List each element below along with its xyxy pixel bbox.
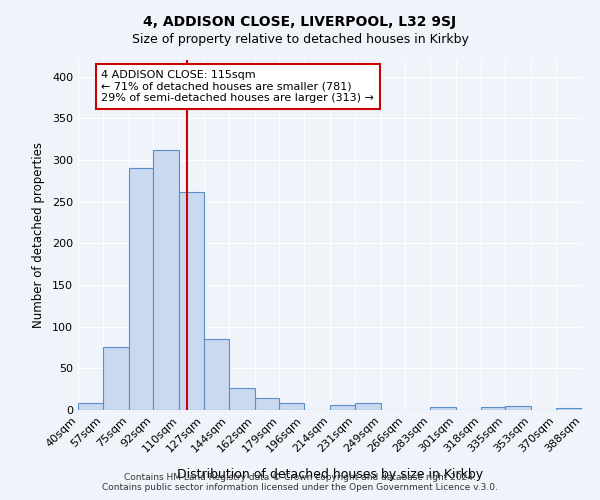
Bar <box>355 404 380 410</box>
Y-axis label: Number of detached properties: Number of detached properties <box>32 142 45 328</box>
Bar <box>128 168 154 410</box>
Text: 4 ADDISON CLOSE: 115sqm
← 71% of detached houses are smaller (781)
29% of semi-d: 4 ADDISON CLOSE: 115sqm ← 71% of detache… <box>101 70 374 103</box>
X-axis label: Distribution of detached houses by size in Kirkby: Distribution of detached houses by size … <box>177 468 483 480</box>
Bar <box>179 192 204 410</box>
Bar <box>103 346 128 410</box>
Text: 4, ADDISON CLOSE, LIVERPOOL, L32 9SJ: 4, ADDISON CLOSE, LIVERPOOL, L32 9SJ <box>143 15 457 29</box>
Bar <box>78 404 103 410</box>
Bar <box>330 405 355 410</box>
Bar <box>430 406 456 410</box>
Bar <box>556 408 582 410</box>
Text: Contains HM Land Registry data © Crown copyright and database right 2024.: Contains HM Land Registry data © Crown c… <box>124 474 476 482</box>
Bar <box>481 406 505 410</box>
Bar <box>505 406 532 410</box>
Bar <box>254 398 280 410</box>
Text: Size of property relative to detached houses in Kirkby: Size of property relative to detached ho… <box>131 32 469 46</box>
Text: Contains public sector information licensed under the Open Government Licence v.: Contains public sector information licen… <box>102 484 498 492</box>
Bar <box>280 404 304 410</box>
Bar <box>204 339 229 410</box>
Bar <box>229 388 254 410</box>
Bar <box>154 150 179 410</box>
